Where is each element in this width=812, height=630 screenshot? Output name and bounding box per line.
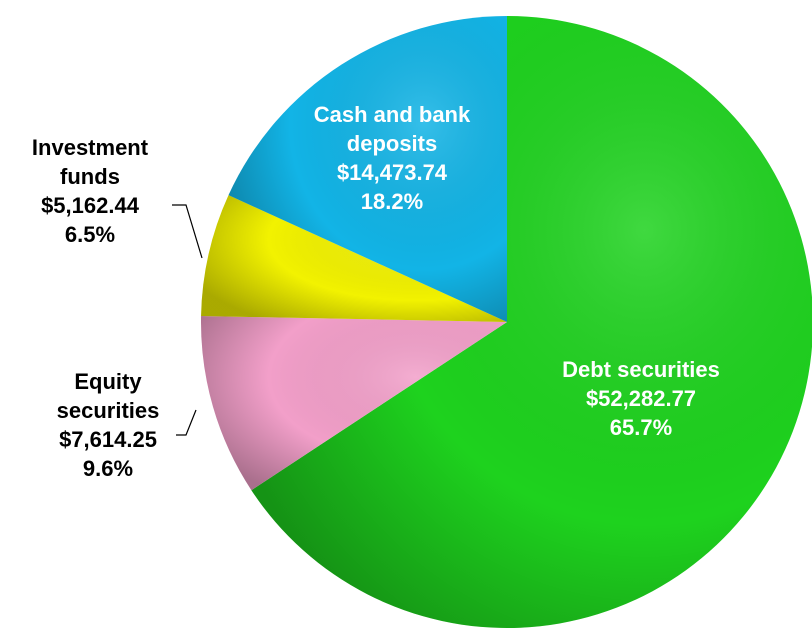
slice-name: Investment funds [31, 135, 149, 189]
slice-percent: 18.2% [360, 189, 424, 214]
slice-percent: 9.6% [82, 456, 134, 481]
leader-line [172, 204, 203, 259]
slice-shade [201, 195, 507, 322]
slice-value: $5,162.44 [41, 193, 139, 218]
slice-percent: 65.7% [609, 415, 673, 440]
slice-label: Cash and bank deposits $14,473.74 18.2% [277, 100, 507, 216]
slice-shade [251, 16, 812, 628]
slice-value: $14,473.74 [336, 160, 448, 185]
slice-label: Debt securities $52,282.77 65.7% [511, 355, 771, 442]
leader-line [176, 409, 197, 436]
slice-value: $52,282.77 [585, 386, 697, 411]
slice-label: Investment funds $5,162.44 6.5% [5, 133, 175, 249]
slice-name: Debt securities [562, 357, 720, 382]
slice-name: Cash and bank deposits [313, 102, 471, 156]
slice-name: Equity securities [56, 369, 160, 423]
slice-shade [201, 316, 508, 491]
slice-shade [228, 16, 507, 322]
slice-value: $7,614.25 [59, 427, 157, 452]
slice-label: Equity securities $7,614.25 9.6% [33, 367, 183, 483]
slice-percent: 6.5% [64, 222, 116, 247]
